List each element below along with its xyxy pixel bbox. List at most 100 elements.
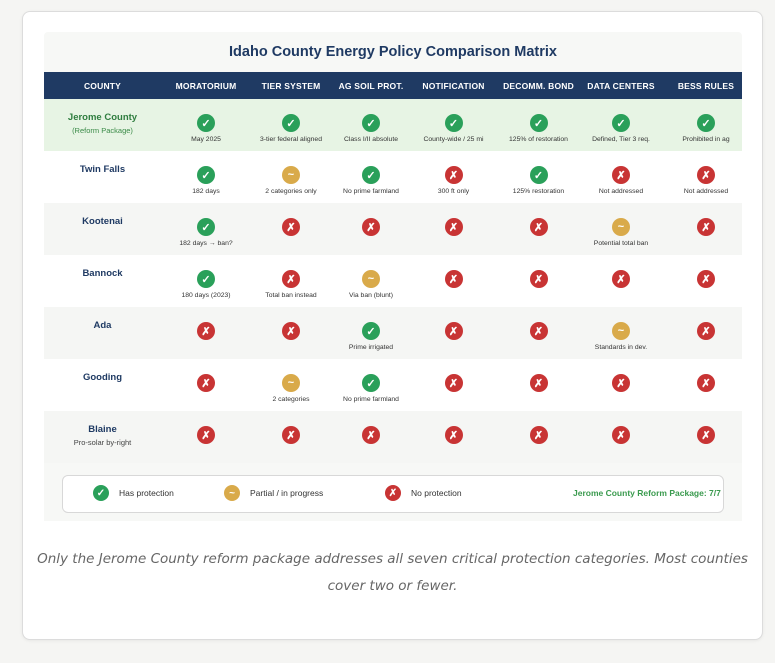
table-row-gooding: Gooding ✗ ~2 categories ✓ No prime farmland ✗… [44,359,742,411]
county-label: Kootenai [82,216,123,227]
check-icon: ✓ [362,374,380,392]
column-header-notification: NOTIFICATION [422,80,485,91]
no-icon: ✗ [529,426,548,444]
county-name: Gooding [44,372,161,384]
legend-label-check: Has protection [119,488,174,498]
legend-check-icon: ✓ [93,485,109,501]
no-icon: ✗ [697,166,715,184]
chart-title: Idaho County Energy Policy Comparison Ma… [229,44,557,60]
cell-note: 182 days [192,188,220,195]
no-icon: ✗ [444,270,463,288]
county-name: Jerome County (Reform Package) [44,112,161,136]
no-icon: ✗ [197,374,215,392]
check-icon: ✓ [444,114,463,132]
cell-note: Not addressed [683,188,729,195]
no-icon: ✗ [282,218,300,236]
legend-no-icon: ✗ [385,485,401,501]
column-header-moratorium: MORATORIUM [175,80,237,91]
partial-icon: ~ [282,374,300,392]
column-header-data-centers: DATA CENTERS [587,80,655,91]
county-label: Jerome County [67,112,138,123]
legend-label-no: No protection [411,488,462,498]
cell-note: Via ban (blunt) [348,292,394,299]
check-icon: ✓ [197,166,215,184]
county-label: Twin Falls [79,164,126,175]
county-label: Bannock [82,268,123,279]
no-icon: ✗ [444,374,463,392]
matrix-panel: Idaho County Energy Policy Comparison Ma… [44,32,742,521]
no-icon: ✗ [697,374,715,392]
cell-note: 180 days (2023) [181,292,231,299]
cell-note: 2 categories only [265,188,317,195]
cell-note: Class I/II absolute [343,136,399,143]
no-icon: ✗ [529,374,548,392]
no-icon: ✗ [697,426,715,444]
cell-note: May 2025 [191,136,221,143]
check-icon: ✓ [362,166,380,184]
table-header: COUNTY MORATORIUM TIER SYSTEM AG SOIL PROT.… [44,72,742,99]
no-icon: ✗ [612,270,630,288]
cell-note: Not addressed [598,188,644,195]
partial-icon: ~ [612,322,630,340]
cell-note: 182 days → ban? [179,240,233,247]
county-subtitle: Pro-solar by-right [73,438,132,447]
cell-note: 3-tier federal aligned [260,136,322,143]
no-icon: ✗ [444,166,463,184]
column-header-ag-soil-prot: AG SOIL PROT. [338,80,404,91]
cell-note: No prime farmland [343,188,399,195]
county-name: Twin Falls [44,164,161,176]
cell-note: Prohibited in ag [682,136,730,143]
partial-icon: ~ [282,166,300,184]
no-icon: ✗ [282,426,300,444]
check-icon: ✓ [282,114,300,132]
table-row-jerome-county: Jerome County (Reform Package) ✓ May 2025 ✓ 3… [44,99,742,151]
table-row-bannock: Bannock ✓ 180 days (2023) ✗ Total ban instea… [44,255,742,307]
check-icon: ✓ [362,114,380,132]
check-icon: ✓ [697,114,715,132]
county-subtitle: (Reform Package) [72,126,133,135]
county-name: Blaine Pro-solar by-right [44,424,161,448]
no-icon: ✗ [612,166,630,184]
legend-partial-icon: ~ [224,485,240,501]
cell-note: 300 ft only [437,188,470,195]
no-icon: ✗ [612,426,630,444]
county-label: Blaine [88,424,117,435]
no-icon: ✗ [529,322,548,340]
cell-note: 125% of restoration [509,136,568,143]
chart-caption: Only the Jerome County reform package ad… [37,551,748,594]
no-icon: ✗ [444,426,463,444]
county-label: Ada [93,320,112,331]
no-icon: ✗ [697,218,715,236]
county-name: Bannock [44,268,161,280]
partial-icon: ~ [362,270,380,288]
no-icon: ✗ [697,322,715,340]
no-icon: ✗ [282,322,300,340]
cell-note: Potential total ban [593,240,649,247]
cell-note: Prime irrigated [348,344,394,351]
check-icon: ✓ [197,114,215,132]
no-icon: ✗ [529,218,548,236]
no-icon: ✗ [444,322,463,340]
cell-note: 2 categories [272,396,310,403]
cell-note: Standards in dev. [594,344,648,351]
cell-note: No prime farmland [343,396,399,403]
county-name: Ada [44,320,161,332]
column-header-county: COUNTY [83,80,122,91]
table-row-twin-falls: Twin Falls ✓ 182 days ~2 categories only ✓ No… [44,151,742,203]
legend-reform-summary: Jerome County Reform Package: 7/7 protec… [573,488,723,498]
column-header-tier-system: TIER SYSTEM [261,80,321,91]
no-icon: ✗ [697,270,715,288]
no-icon: ✗ [444,218,463,236]
cell-note: 125% restoration [512,188,565,195]
chart-card: Idaho County Energy Policy Comparison Ma… [22,11,763,640]
cell-note: Defined, Tier 3 req. [592,136,650,143]
check-icon: ✓ [529,114,548,132]
legend-label-partial: Partial / in progress [250,488,324,498]
table-row-ada: Ada ✗ ✗ ✓ Prime irrigated ✗ ✗ ~ Standards in dev… [44,307,742,359]
cell-note: Total ban instead [265,292,317,299]
county-label: Gooding [82,372,123,383]
column-header-bess-rules: BESS RULES [677,80,735,91]
no-icon: ✗ [529,270,548,288]
check-icon: ✓ [197,270,215,288]
check-icon: ✓ [529,166,548,184]
